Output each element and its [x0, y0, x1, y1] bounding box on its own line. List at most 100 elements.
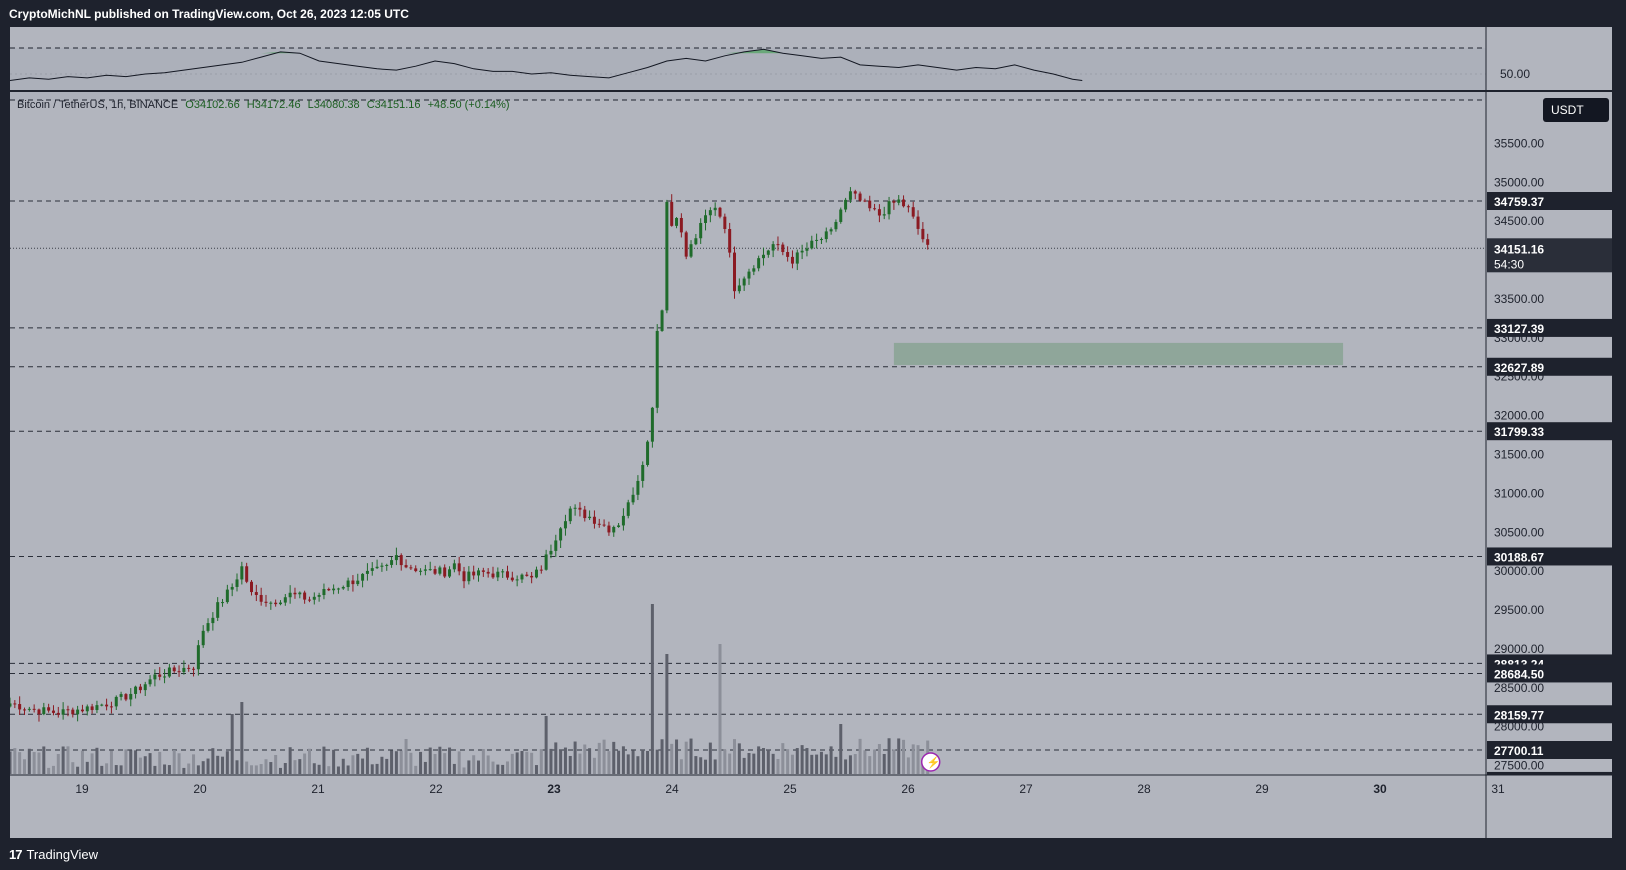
volume-bar — [462, 767, 466, 774]
level-tag — [1487, 547, 1612, 566]
volume-bar — [283, 762, 287, 774]
volume-bar — [486, 755, 490, 774]
volume-bar — [510, 753, 514, 774]
candle — [187, 667, 191, 669]
volume-bar — [332, 749, 336, 774]
candle — [675, 217, 679, 226]
volume-bar — [114, 765, 118, 774]
volume-bar — [129, 750, 133, 774]
candle — [733, 252, 736, 292]
support-zone — [893, 342, 1344, 366]
volume-bar — [694, 756, 698, 774]
candle — [269, 602, 273, 604]
volume-bar — [245, 761, 249, 774]
volume-bar — [728, 753, 732, 774]
volume-bar — [530, 752, 534, 774]
candle — [761, 254, 765, 259]
price-tick-label: 29500.00 — [1494, 603, 1544, 617]
candle — [153, 674, 157, 680]
candle — [544, 554, 548, 570]
currency-button[interactable]: USDT — [1543, 98, 1609, 122]
volume-bar — [346, 765, 350, 774]
volume-bar — [882, 753, 886, 774]
volume-bar — [206, 758, 210, 774]
candle — [278, 602, 282, 605]
candle — [597, 523, 601, 525]
candle — [283, 597, 287, 603]
volume-bar — [776, 758, 780, 774]
level-tag-label: 31799.33 — [1494, 425, 1544, 439]
candle — [192, 668, 196, 670]
volume-bar — [365, 747, 369, 774]
candle — [100, 704, 104, 706]
candle — [177, 671, 181, 673]
symbol-legend: Bitcoin / TetherUS, 1h, BINANCE O34102.6… — [17, 99, 510, 111]
candle — [882, 214, 886, 216]
level-tag — [1487, 318, 1612, 337]
candle — [583, 509, 587, 519]
volume-bar — [443, 753, 447, 774]
price-tick-label: 35000.00 — [1494, 175, 1544, 189]
volume-bar — [829, 746, 833, 774]
volume-bar — [264, 759, 268, 774]
volume-bar — [544, 716, 548, 774]
candle — [520, 574, 524, 580]
price-tick-label: 28500.00 — [1494, 681, 1544, 695]
candle — [747, 271, 751, 279]
candle — [834, 221, 838, 230]
volume-bar — [588, 748, 592, 774]
candle — [351, 580, 355, 585]
volume-bar — [670, 743, 674, 774]
volume-bar — [211, 748, 215, 774]
volume-bar — [47, 767, 51, 774]
volume-bar — [76, 766, 80, 774]
candle — [457, 563, 461, 572]
candle — [757, 258, 761, 269]
candle — [332, 588, 336, 591]
tradingview-logo-text[interactable]: TradingView — [26, 846, 99, 862]
candle — [22, 709, 26, 711]
volume-bar — [863, 750, 867, 774]
candle — [143, 684, 147, 691]
candle — [18, 704, 22, 710]
volume-bar — [887, 738, 891, 774]
candle — [897, 199, 901, 203]
candle — [486, 571, 490, 574]
candle — [786, 252, 790, 257]
volume-bar — [196, 765, 200, 774]
candle — [665, 201, 669, 311]
candle — [365, 570, 369, 574]
candle — [568, 508, 572, 522]
tradingview-logo-icon[interactable]: 17 — [9, 846, 23, 862]
volume-bar — [274, 754, 278, 774]
level-tag-label: 32627.89 — [1494, 361, 1544, 375]
candle — [312, 596, 316, 600]
volume-bar — [810, 754, 814, 774]
volume-bar — [771, 753, 775, 774]
level-tag-label: 33127.39 — [1494, 322, 1544, 336]
candle — [800, 250, 804, 253]
candle — [742, 278, 746, 286]
candle — [844, 199, 848, 210]
candle — [240, 566, 244, 580]
volume-bar — [795, 748, 799, 774]
time-axis-bg — [10, 775, 1612, 838]
lightning-icon — [920, 752, 941, 772]
candle — [448, 569, 452, 577]
volume-bar — [13, 748, 17, 774]
candle — [515, 579, 519, 581]
volume-bar — [902, 739, 906, 774]
candle — [868, 200, 872, 209]
price-tick-label: 31000.00 — [1494, 486, 1544, 500]
chart-panel[interactable]: 50.0035500.0035000.0034500.0034000.00335… — [10, 27, 1612, 838]
volume-bar — [636, 756, 640, 774]
volume-bar — [491, 761, 495, 774]
candle — [274, 602, 278, 605]
volume-bar — [230, 714, 234, 774]
candle — [858, 193, 862, 201]
volume-bar — [27, 748, 31, 774]
volume-bar — [737, 743, 741, 774]
chart-canvas[interactable]: 50.0035500.0035000.0034500.0034000.00335… — [10, 27, 1612, 838]
volume-bar — [675, 739, 679, 774]
volume-bar — [554, 742, 558, 774]
